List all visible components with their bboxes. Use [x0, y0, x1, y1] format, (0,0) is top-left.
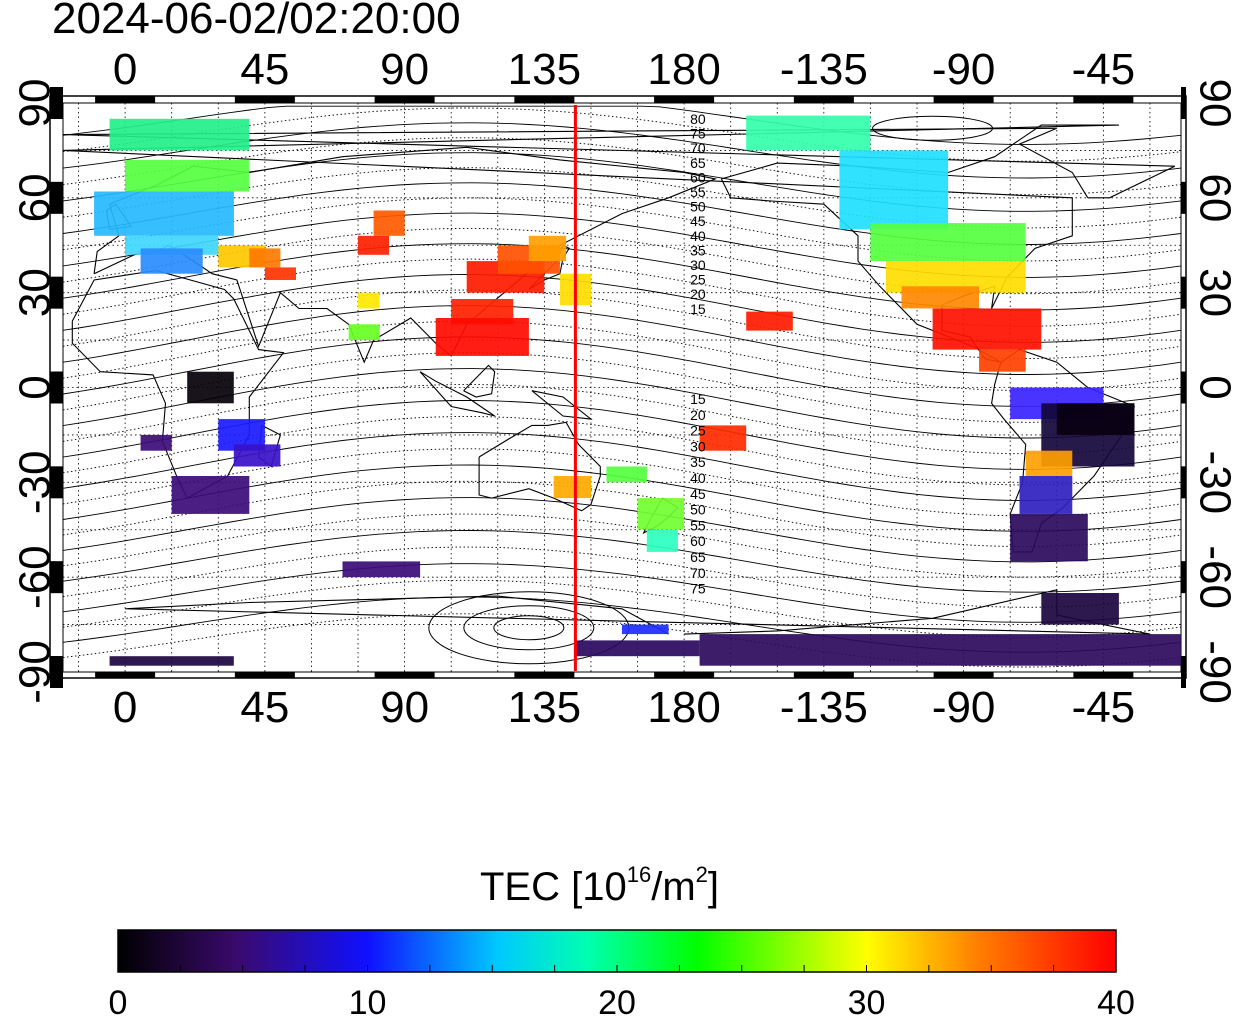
lat-tick-left: 30 [11, 268, 60, 317]
tec-data [94, 115, 1181, 666]
lat-tick-left: -60 [11, 545, 60, 609]
magnetic-contours [63, 105, 1181, 668]
colorbar-tick-label: 10 [348, 984, 387, 1022]
colorbar-tick-label: 40 [1097, 984, 1135, 1022]
contour-label: 80 [690, 111, 706, 127]
colorbar-tick-label: 30 [847, 984, 886, 1022]
contour-labels: 8075706560555045403530252015152025303540… [690, 111, 706, 597]
lon-tick-bottom: -45 [1072, 683, 1136, 732]
contour-label: 20 [690, 407, 706, 423]
contour-label: 30 [690, 257, 706, 273]
timestamp-title: 2024-06-02/02:20:00 [52, 0, 461, 43]
contour-label: 35 [690, 242, 706, 258]
contour-label: 60 [690, 533, 706, 549]
lon-tick-bottom: -90 [932, 683, 996, 732]
contour-label: 40 [690, 470, 706, 486]
frame-ticks [50, 87, 1186, 688]
contour-label: 75 [690, 126, 706, 142]
contour-label: 45 [690, 213, 706, 229]
colorbar [117, 929, 1117, 973]
lon-tick-bottom: 0 [113, 683, 137, 732]
contour-label: 35 [690, 454, 706, 470]
lat-tick-right: 90 [1190, 79, 1235, 128]
contour-label: 45 [690, 486, 706, 502]
lat-tick-right: -60 [1190, 545, 1235, 609]
contour-label: 20 [690, 286, 706, 302]
lon-tick-top: -90 [932, 45, 996, 94]
lat-tick-left: -90 [11, 640, 60, 704]
contour-label: 65 [690, 549, 706, 565]
lat-tick-right: 0 [1190, 375, 1235, 399]
contour-label: 15 [690, 391, 706, 407]
contour-label: 55 [690, 517, 706, 533]
contour-label: 60 [690, 169, 706, 185]
contour-label: 70 [690, 140, 706, 156]
lat-tick-right: 30 [1190, 268, 1235, 317]
contour-label: 50 [690, 502, 706, 518]
lon-tick-top: 180 [647, 45, 720, 94]
contour-label: 30 [690, 438, 706, 454]
lon-tick-top: -135 [780, 45, 868, 94]
contour-label: 65 [690, 155, 706, 171]
lon-tick-top: 135 [508, 45, 581, 94]
lon-tick-top: 0 [113, 45, 137, 94]
lon-tick-top: -45 [1072, 45, 1136, 94]
contour-label: 25 [690, 272, 706, 288]
contour-label: 70 [690, 565, 706, 581]
contour-label: 55 [690, 184, 706, 200]
axis-labels: 0 0 45 45 90 90 135 135 180 180 -135 -135 -90 -90 -45 -… [11, 45, 1235, 732]
lat-tick-right: -30 [1190, 451, 1235, 515]
lat-tick-right: -90 [1190, 640, 1235, 704]
lon-tick-bottom: 45 [240, 683, 289, 732]
colorbar-tick-label: 20 [598, 984, 636, 1022]
lon-tick-bottom: 90 [380, 683, 429, 732]
lon-tick-top: 45 [240, 45, 289, 94]
colorbar-ticks [117, 965, 1117, 972]
lat-tick-left: 0 [11, 375, 60, 399]
lon-tick-top: 90 [380, 45, 429, 94]
lat-tick-left: 90 [11, 79, 60, 128]
contour-label: 15 [690, 301, 706, 317]
contour-label: 50 [690, 199, 706, 215]
lat-tick-right: 60 [1190, 173, 1235, 222]
lat-tick-left: -30 [11, 451, 60, 515]
lon-tick-bottom: -135 [780, 683, 868, 732]
lon-tick-bottom: 180 [647, 683, 720, 732]
contour-label: 75 [690, 581, 706, 597]
contour-label: 40 [690, 228, 706, 244]
colorbar-label: TEC [1016/m2] [480, 862, 720, 909]
lon-tick-bottom: 135 [508, 683, 581, 732]
lat-tick-left: 60 [11, 173, 60, 222]
colorbar-tick-label: 0 [108, 984, 128, 1022]
contour-label: 25 [690, 423, 706, 439]
